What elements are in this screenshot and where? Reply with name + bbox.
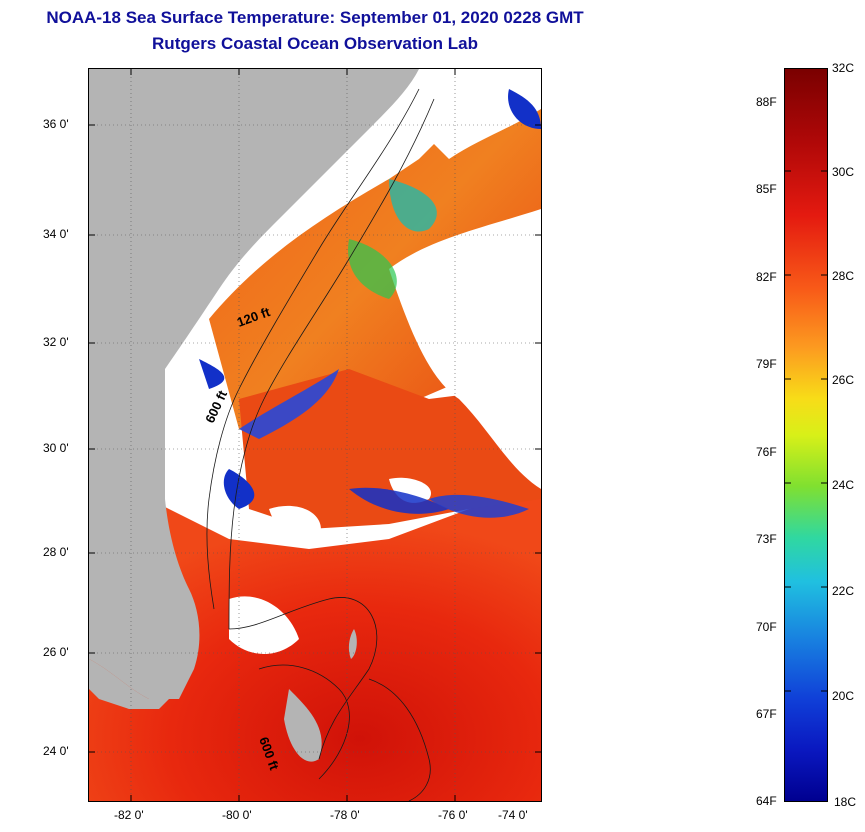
celsius-label: 26C	[832, 373, 855, 387]
sst-map: 120 ft 600 ft 600 ft	[88, 68, 542, 802]
cool-filament	[389, 179, 437, 232]
lat-label: 30 0'	[43, 441, 69, 455]
isobath-line	[228, 597, 378, 760]
map-subtitle: Rutgers Coastal Ocean Observation Lab	[152, 34, 478, 53]
lat-label: 36 0'	[43, 117, 69, 131]
celsius-label: 24C	[832, 478, 855, 492]
isobath-line	[228, 98, 435, 630]
axis-ticks	[89, 69, 541, 801]
lon-label: -82 0'	[114, 808, 144, 822]
fahrenheit-label: 67F	[756, 707, 777, 721]
fahrenheit-label: 73F	[756, 532, 777, 546]
land-bahamas	[284, 689, 322, 762]
cool-filament	[348, 239, 397, 299]
fahrenheit-label: 64F	[756, 794, 777, 808]
lon-label: -76 0'	[438, 808, 468, 822]
celsius-label: 28C	[832, 269, 855, 283]
celsius-label: 20C	[832, 689, 855, 703]
lon-label: -74 0'	[498, 808, 528, 822]
land-bahamas	[348, 629, 357, 659]
cloud-east	[389, 209, 541, 489]
celsius-label: 32C	[832, 61, 855, 75]
land-mainland	[89, 69, 419, 699]
cloud-coast	[165, 369, 219, 509]
sst-map-canvas: 120 ft 600 ft 600 ft	[89, 69, 541, 801]
lon-label: -78 0'	[330, 808, 360, 822]
fahrenheit-label: 76F	[756, 445, 777, 459]
isobath-line	[368, 678, 431, 801]
cool-filament	[349, 487, 449, 514]
fahrenheit-label: 79F	[756, 357, 777, 371]
cool-filament	[199, 359, 225, 389]
cloud-patch	[269, 505, 321, 543]
celsius-label: 22C	[832, 584, 855, 598]
cool-filament	[508, 89, 541, 129]
lat-label: 34 0'	[43, 227, 69, 241]
warm-ocean-south	[89, 489, 541, 801]
lat-label: 32 0'	[43, 335, 69, 349]
cloud-patch	[229, 596, 299, 654]
map-title: NOAA-18 Sea Surface Temperature: Septemb…	[46, 8, 584, 27]
land-florida-tip	[89, 659, 169, 709]
cool-filament	[239, 369, 339, 439]
cool-filament	[429, 494, 529, 518]
lon-label: -80 0'	[222, 808, 252, 822]
graticule	[89, 69, 541, 801]
celsius-label: 30C	[832, 165, 855, 179]
isobath-line	[206, 88, 420, 610]
sst-colorbar	[784, 68, 828, 802]
fahrenheit-label: 85F	[756, 182, 777, 196]
fahrenheit-label: 70F	[756, 620, 777, 634]
colorbar-gradient	[785, 69, 827, 801]
fahrenheit-label: 88F	[756, 95, 777, 109]
isobath-line	[258, 664, 350, 780]
lat-label: 26 0'	[43, 645, 69, 659]
lat-label: 24 0'	[43, 744, 69, 758]
fahrenheit-label: 82F	[756, 270, 777, 284]
celsius-label: 18C	[834, 795, 857, 809]
lat-label: 28 0'	[43, 545, 69, 559]
